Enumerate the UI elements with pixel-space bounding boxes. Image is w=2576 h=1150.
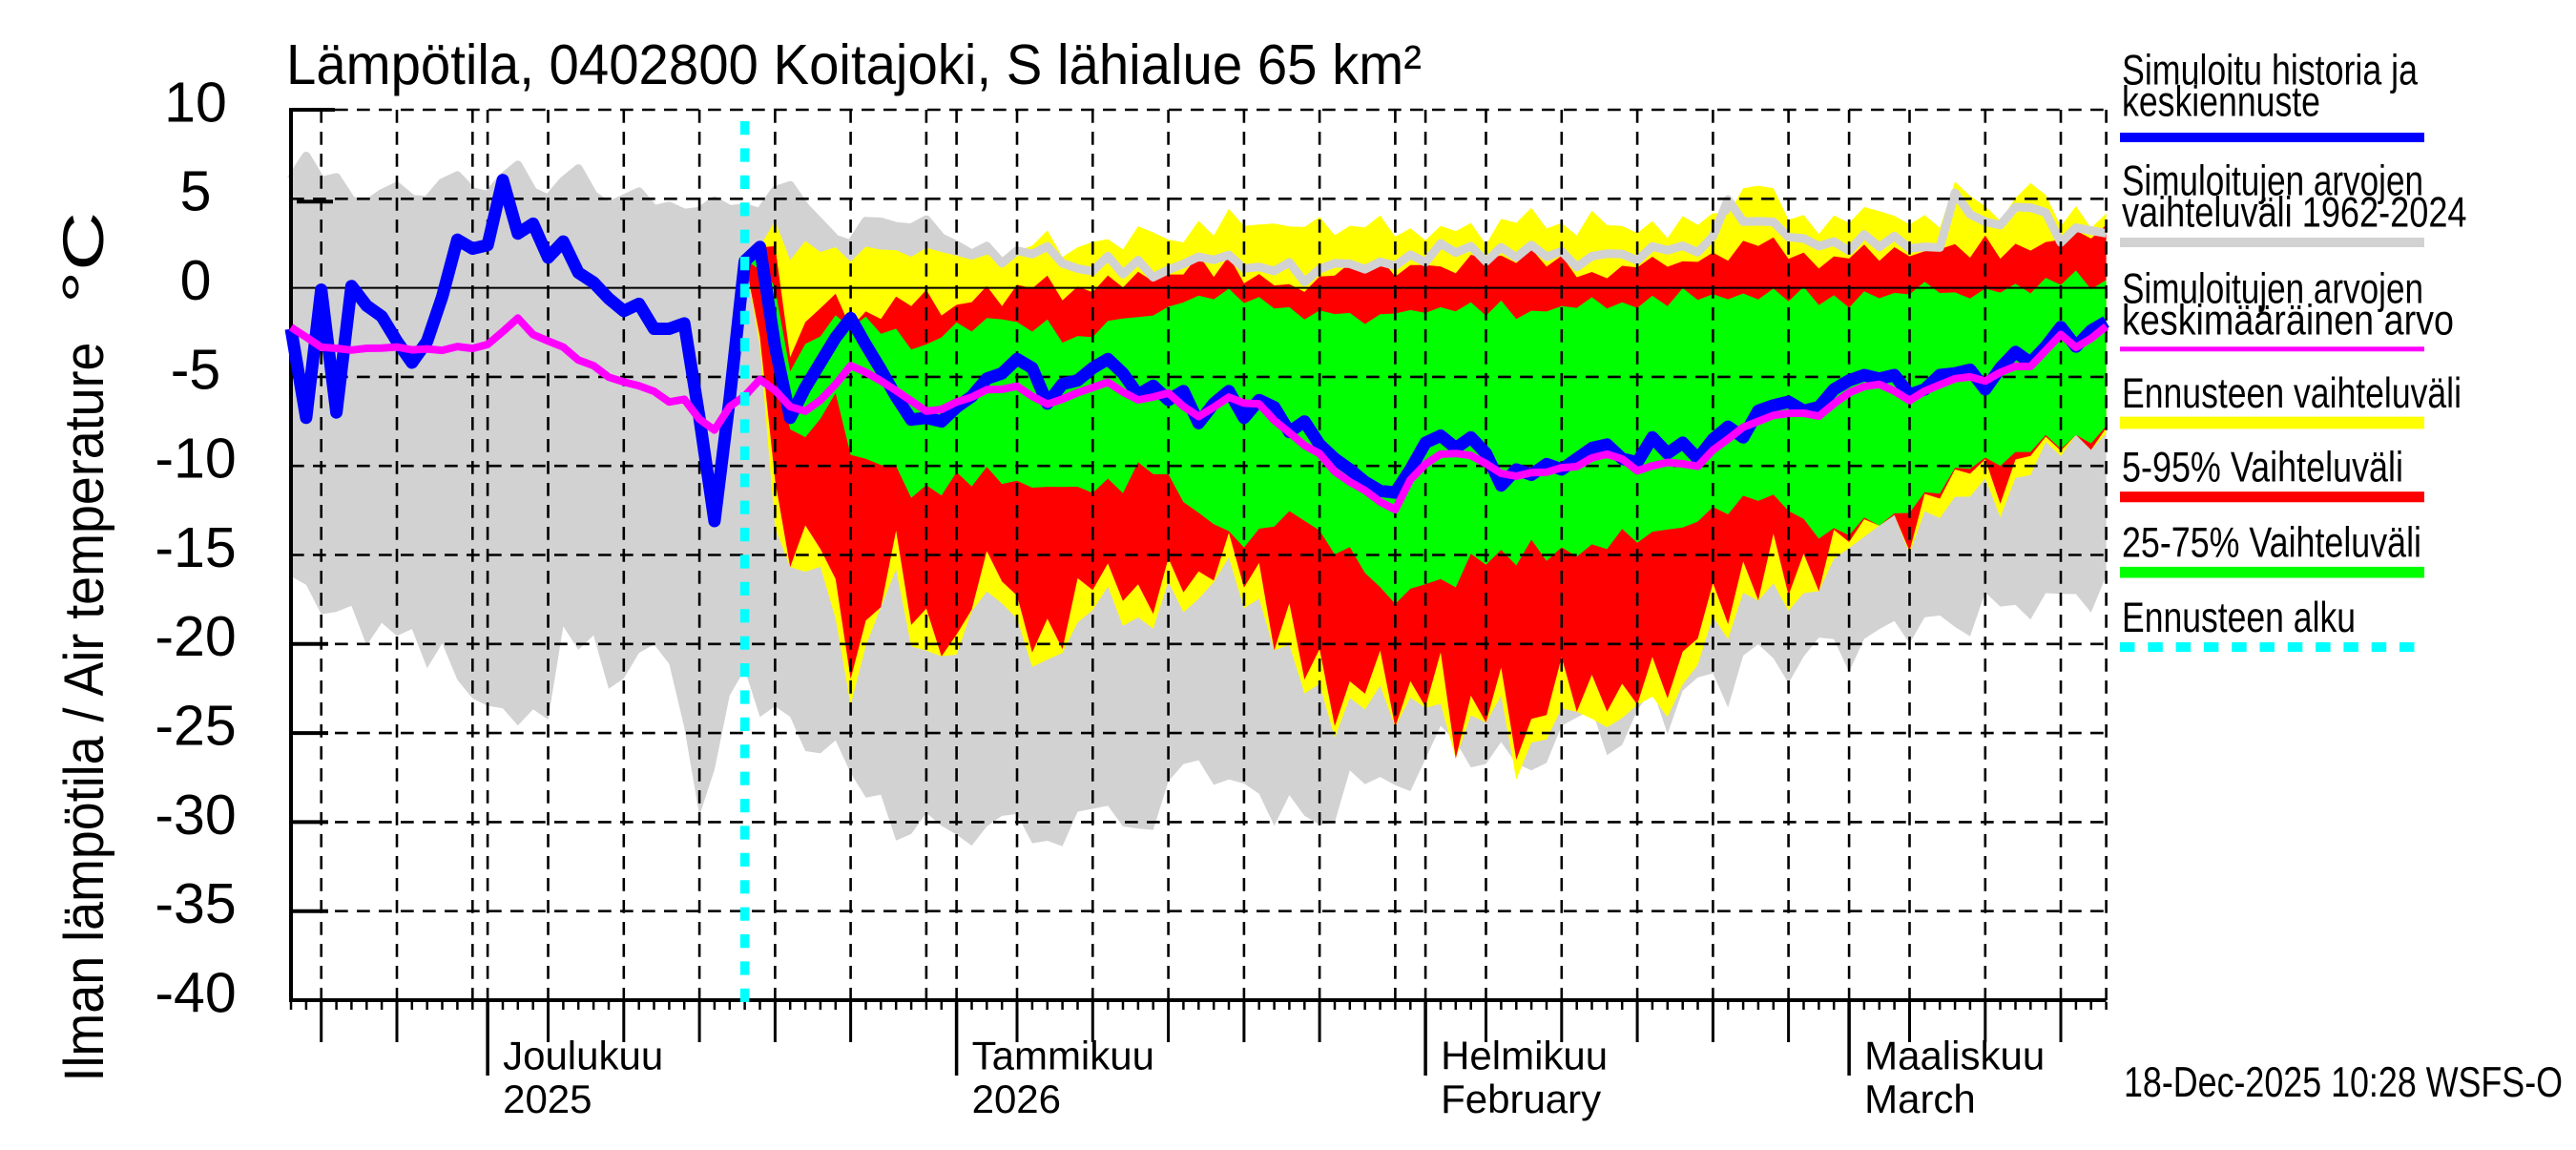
svg-text:Simuloitujen arvojen: Simuloitujen arvojen (2122, 158, 2423, 205)
svg-text:vaihteluväli 1962-2024: vaihteluväli 1962-2024 (2122, 190, 2467, 237)
svg-text:5: 5 (180, 160, 212, 223)
svg-text:25-75% Vaihteluväli: 25-75% Vaihteluväli (2122, 520, 2421, 567)
svg-text:-35: -35 (155, 872, 236, 935)
svg-text:Ilman lämpötila / Air temperat: Ilman lämpötila / Air temperature (53, 343, 115, 1082)
svg-text:Simuloitu historia ja: Simuloitu historia ja (2122, 48, 2418, 94)
svg-text:Ennusteen alku: Ennusteen alku (2122, 595, 2356, 641)
svg-text:Helmikuu: Helmikuu (1441, 1034, 1608, 1078)
svg-text:Joulukuu: Joulukuu (503, 1034, 663, 1078)
svg-text:0: 0 (180, 249, 212, 312)
svg-text:Simuloitujen arvojen: Simuloitujen arvojen (2122, 266, 2423, 313)
svg-text:Ennusteen vaihteluväli: Ennusteen vaihteluväli (2122, 370, 2462, 417)
svg-text:°C: °C (52, 212, 115, 303)
svg-text:2026: 2026 (972, 1077, 1061, 1121)
svg-text:18-Dec-2025 10:28 WSFS-O: 18-Dec-2025 10:28 WSFS-O (2124, 1059, 2563, 1106)
svg-text:2025: 2025 (503, 1077, 592, 1121)
svg-text:-40: -40 (155, 961, 236, 1024)
svg-text:keskiennuste: keskiennuste (2122, 79, 2320, 126)
svg-text:5-95% Vaihteluväli: 5-95% Vaihteluväli (2122, 445, 2403, 491)
svg-text:-10: -10 (155, 428, 236, 491)
svg-text:Maaliskuu: Maaliskuu (1864, 1034, 2045, 1078)
svg-text:-25: -25 (155, 695, 236, 758)
svg-text:keskimääräinen arvo: keskimääräinen arvo (2122, 298, 2454, 345)
svg-text:Tammikuu: Tammikuu (972, 1034, 1154, 1078)
svg-text:March: March (1864, 1077, 1976, 1121)
svg-text:-20: -20 (155, 605, 236, 668)
svg-text:-30: -30 (155, 784, 236, 847)
svg-text:Lämpötila, 0402800 Koitajoki,: Lämpötila, 0402800 Koitajoki, S lähialue… (286, 33, 1422, 96)
svg-text:-5: -5 (171, 338, 220, 401)
svg-text:-15: -15 (155, 516, 236, 579)
svg-text:February: February (1441, 1077, 1601, 1121)
svg-text:10: 10 (164, 71, 227, 134)
